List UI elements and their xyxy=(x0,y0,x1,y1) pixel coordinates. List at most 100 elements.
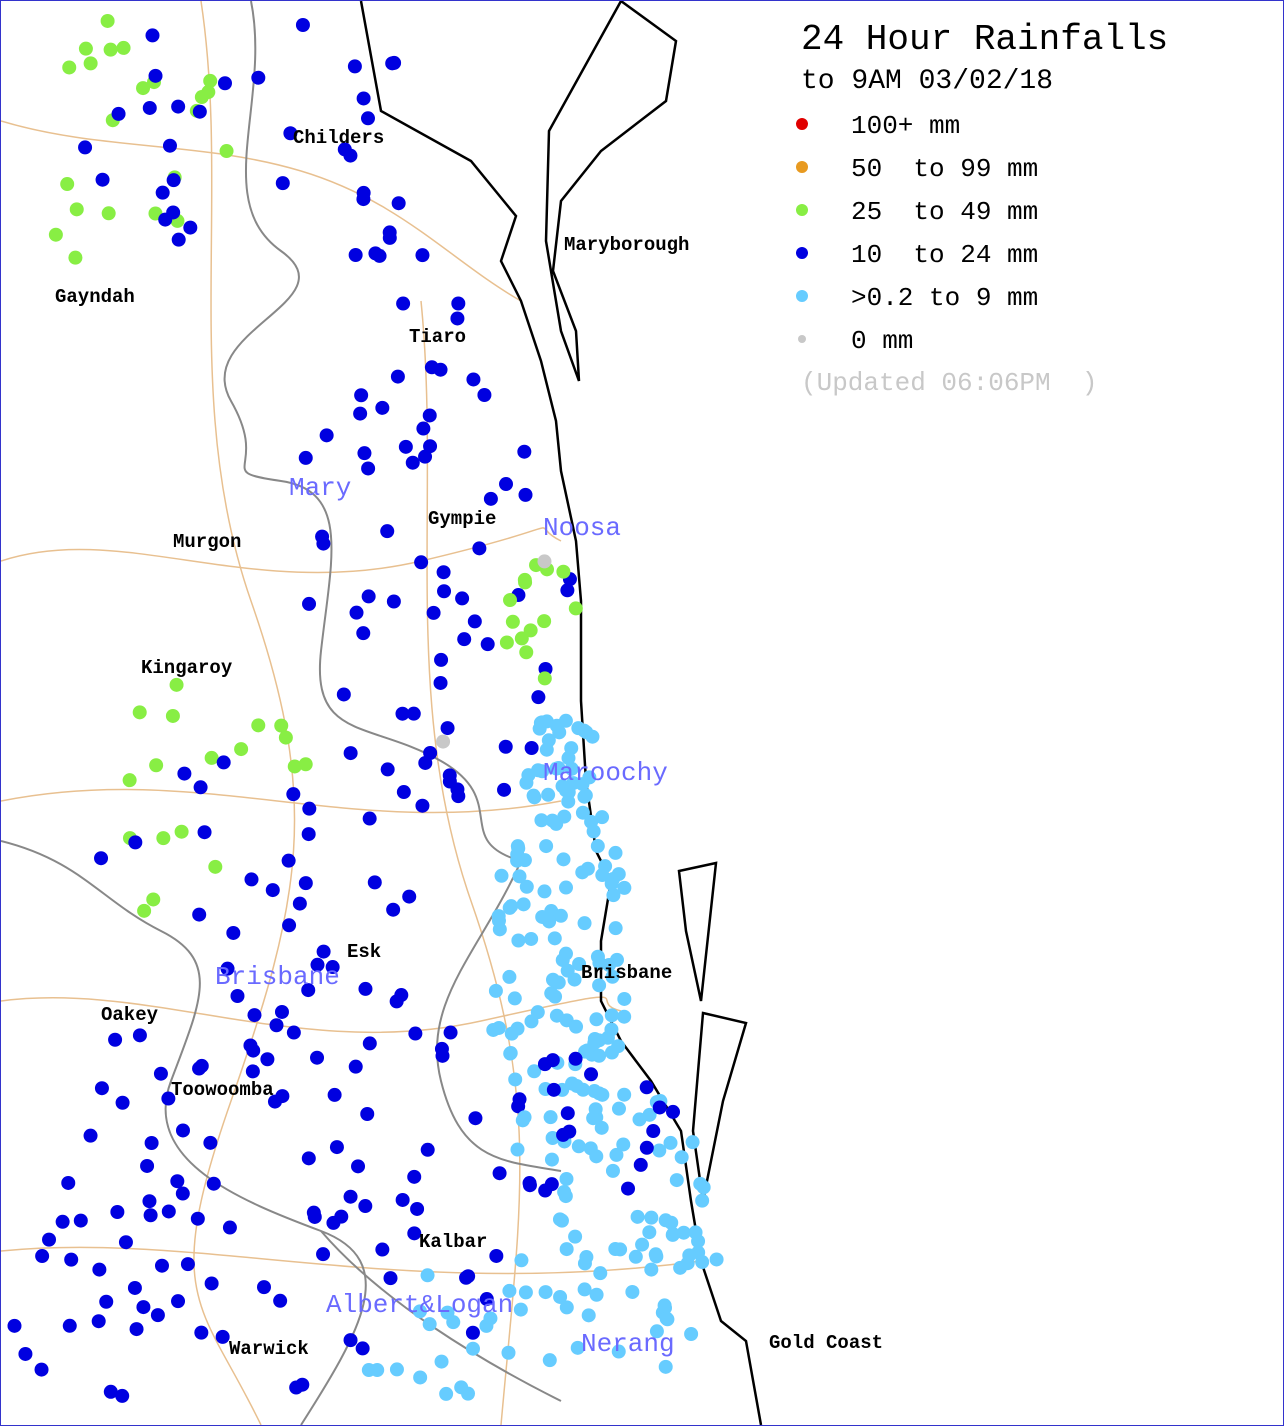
station-dot xyxy=(219,144,234,159)
station-dot xyxy=(674,1150,689,1165)
station-dot xyxy=(435,1048,450,1063)
station-dot xyxy=(204,750,219,765)
station-dot xyxy=(539,742,554,757)
station-dot xyxy=(499,477,514,492)
station-dot xyxy=(467,614,482,629)
station-dot xyxy=(273,1293,288,1308)
station-dot xyxy=(389,994,404,1009)
station-dot xyxy=(682,1248,697,1263)
station-dot xyxy=(192,1061,207,1076)
station-dot xyxy=(502,900,517,915)
legend-label: 50 to 99 mm xyxy=(851,154,1038,184)
station-dot xyxy=(494,868,509,883)
station-dot xyxy=(386,594,401,609)
station-dot xyxy=(319,428,334,443)
station-dot xyxy=(553,1289,568,1304)
station-dot xyxy=(611,1344,626,1359)
legend: 100+ mm 50 to 99 mm 25 to 49 mm 10 to 24 mm… xyxy=(796,111,1038,356)
station-dot xyxy=(545,1130,560,1145)
station-dot xyxy=(256,1280,271,1295)
station-dot xyxy=(161,1204,176,1219)
town-labels: Childers Maryborough Gayndah Tiaro Gympi… xyxy=(55,127,883,1360)
station-dot xyxy=(503,593,518,608)
station-dot xyxy=(355,1341,370,1356)
town-label: Gold Coast xyxy=(769,1332,883,1354)
station-dot xyxy=(510,847,525,862)
station-dot xyxy=(510,1142,525,1157)
station-dot xyxy=(348,247,363,262)
station-dot xyxy=(316,536,331,551)
station-dot xyxy=(584,1067,599,1082)
station-dot xyxy=(91,1314,106,1329)
station-dot xyxy=(343,1189,358,1204)
station-dot xyxy=(55,1214,70,1229)
station-dot xyxy=(132,1028,147,1043)
station-dot xyxy=(522,1178,537,1193)
station-dot xyxy=(669,1173,684,1188)
station-dot xyxy=(534,813,549,828)
station-dot xyxy=(524,931,539,946)
station-dot xyxy=(531,690,546,705)
station-dot xyxy=(247,1008,262,1023)
station-dot xyxy=(592,1086,607,1101)
station-dot xyxy=(539,839,554,854)
legend-label: 0 mm xyxy=(851,326,913,356)
station-dot xyxy=(558,880,573,895)
station-dot xyxy=(546,1082,561,1097)
town-label: Warwick xyxy=(229,1338,309,1360)
station-dot xyxy=(465,1325,480,1340)
station-dot xyxy=(171,99,186,114)
station-dot xyxy=(560,963,575,978)
station-dot xyxy=(558,946,573,961)
station-dot xyxy=(560,1106,575,1121)
station-dot xyxy=(183,220,198,235)
station-dot xyxy=(514,631,529,646)
station-dot xyxy=(361,1363,376,1378)
station-dot xyxy=(174,824,189,839)
station-dot xyxy=(351,1159,366,1174)
station-dot xyxy=(155,185,170,200)
station-dot xyxy=(558,783,573,798)
station-dot xyxy=(608,921,623,936)
station-dot xyxy=(420,1142,435,1157)
station-dot xyxy=(395,706,410,721)
station-dot xyxy=(554,1213,569,1228)
station-dot xyxy=(639,1080,654,1095)
town-label: Brisbane xyxy=(581,962,672,984)
station-dot xyxy=(644,1262,659,1277)
station-dot xyxy=(336,687,351,702)
region-label: Mary xyxy=(289,473,351,503)
station-dot xyxy=(136,1300,151,1315)
station-dot xyxy=(544,1177,559,1192)
station-dot xyxy=(684,1326,699,1341)
station-dot xyxy=(642,1225,657,1240)
station-dot xyxy=(203,73,218,88)
station-dot xyxy=(457,632,472,647)
station-dot xyxy=(292,896,307,911)
station-dot xyxy=(234,742,249,757)
station-dot xyxy=(302,596,317,611)
station-dot xyxy=(216,755,231,770)
station-dot xyxy=(407,1226,422,1241)
station-dot xyxy=(122,773,137,788)
station-dot xyxy=(150,1308,165,1323)
town-label: Kalbar xyxy=(419,1231,487,1253)
station-dot xyxy=(611,1039,626,1054)
station-dot xyxy=(170,1174,185,1189)
station-dot xyxy=(260,1052,275,1067)
station-dot xyxy=(658,1359,673,1374)
station-dot xyxy=(406,706,421,721)
station-dot xyxy=(545,1053,560,1068)
station-dot xyxy=(577,1282,592,1297)
station-dot xyxy=(605,1163,620,1178)
station-dot xyxy=(116,40,131,55)
station-dot xyxy=(468,1111,483,1126)
station-dot xyxy=(94,851,109,866)
station-dot xyxy=(143,1208,158,1223)
region-labels: Mary Noosa Maroochy Brisbane Albert&Loga… xyxy=(215,473,675,1359)
station-dot xyxy=(580,861,595,876)
station-dot xyxy=(523,623,538,638)
station-dot xyxy=(593,1266,608,1281)
station-dot xyxy=(617,991,632,1006)
